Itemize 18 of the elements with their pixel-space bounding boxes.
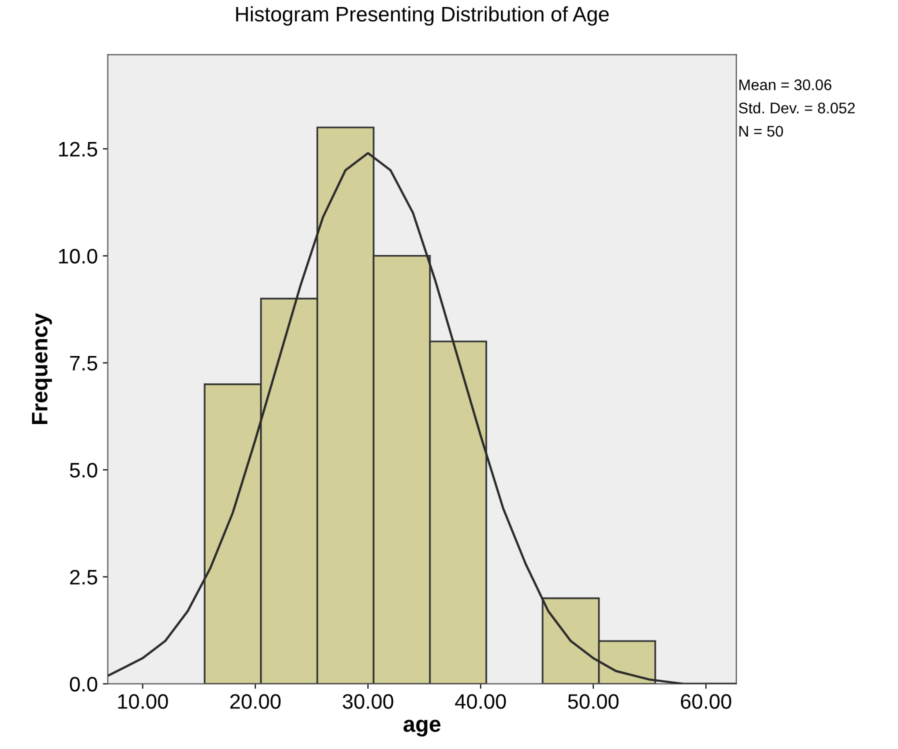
y-tick-label: 7.5 (70, 356, 98, 371)
x-tick-label: 60.00 (680, 694, 732, 709)
y-tick-label: 12.5 (59, 142, 98, 157)
y-tick-label: 5.0 (70, 462, 98, 478)
y-tick-label: 2.5 (70, 570, 98, 585)
x-tick-label: 50.00 (568, 694, 619, 709)
text: Mean = 30.06 (739, 79, 832, 90)
chart-title: Histogram Presenting Distribution of Age (236, 6, 609, 26)
x-tick-label: 10.00 (118, 694, 168, 709)
text: N = 50 (739, 126, 783, 137)
x-tick-label: 30.00 (342, 694, 394, 709)
x-tick-label: 40.00 (455, 694, 506, 709)
y-tick-label: 10.0 (59, 248, 98, 264)
x-tick-label: 20.00 (230, 694, 281, 709)
x-axis-title: age (404, 720, 440, 736)
y-axis-title: Frequency (32, 313, 52, 424)
y-tick-label: 0.0 (70, 676, 98, 692)
text: Std. Dev. = 8.052 (738, 102, 855, 114)
